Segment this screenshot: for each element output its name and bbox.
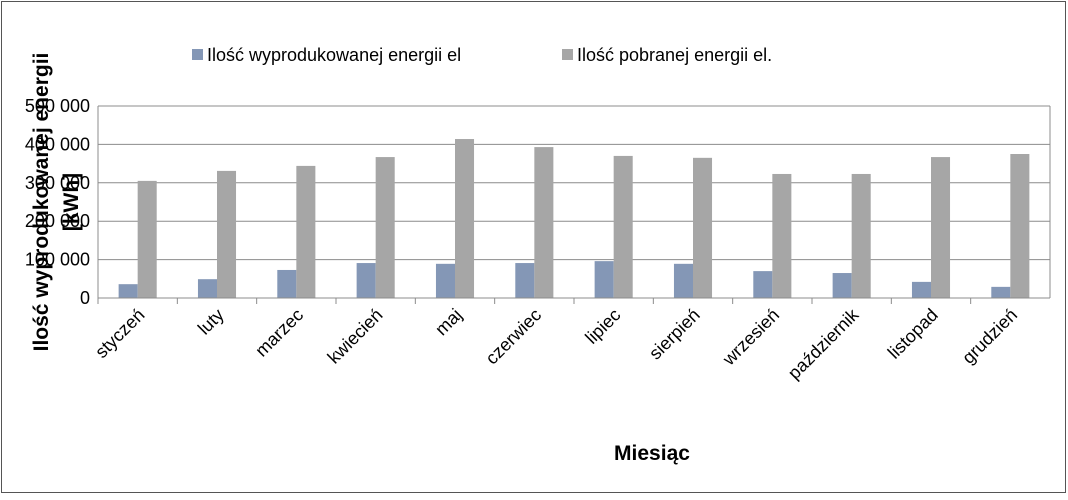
y-tick-label: 200 000 — [25, 211, 90, 231]
bar — [296, 165, 316, 298]
bar — [911, 281, 931, 298]
y-tick-label: 400 000 — [25, 134, 90, 154]
bar — [772, 173, 792, 298]
legend-label: Ilość wyprodukowanej energii el — [207, 45, 461, 65]
bar — [435, 263, 455, 298]
bar — [613, 155, 633, 298]
y-tick-label: 500 000 — [25, 96, 90, 116]
legend-swatch — [192, 49, 203, 60]
bar — [832, 273, 852, 298]
legend-label: Ilość pobranej energii el. — [577, 45, 772, 65]
bar — [753, 271, 773, 298]
y-tick-label: 100 000 — [25, 250, 90, 270]
bar — [1010, 154, 1030, 298]
bar — [217, 170, 237, 298]
legend-swatch — [562, 49, 573, 60]
bar — [137, 180, 157, 298]
y-axis-title: [kWh] — [60, 173, 83, 231]
x-axis-title: Miesiąc — [614, 442, 690, 465]
bar — [931, 157, 951, 298]
bar — [455, 139, 475, 298]
bar — [356, 263, 376, 298]
bar — [594, 261, 614, 298]
bar — [375, 157, 395, 298]
y-tick-label: 300 000 — [25, 173, 90, 193]
bar — [118, 284, 138, 298]
bar — [851, 173, 871, 298]
y-axis-title: Ilość wyprodukowanej energii — [30, 53, 53, 352]
bar — [534, 147, 554, 298]
bar — [693, 157, 713, 298]
bar — [277, 269, 297, 298]
bar — [673, 263, 693, 298]
bar — [197, 279, 217, 298]
bar — [991, 286, 1011, 298]
y-tick-label: 0 — [80, 288, 90, 308]
bar — [515, 263, 535, 298]
